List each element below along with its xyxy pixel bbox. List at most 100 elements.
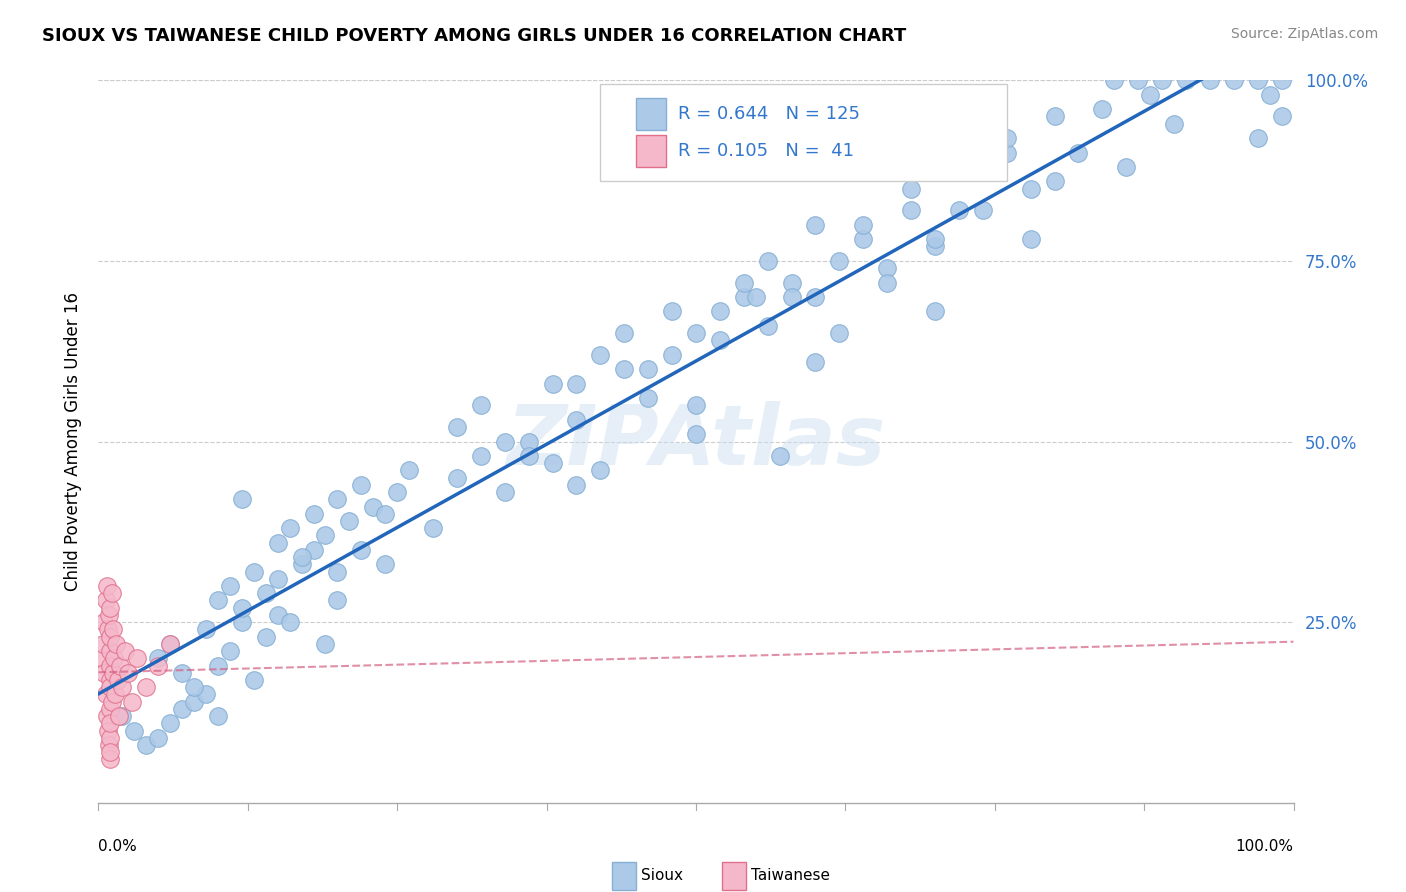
Point	[422, 521, 444, 535]
Point	[243, 673, 266, 687]
Point	[172, 702, 194, 716]
Point	[302, 507, 325, 521]
Point	[98, 680, 122, 694]
Point	[339, 514, 361, 528]
Point	[111, 680, 134, 694]
Point	[278, 615, 301, 630]
Y-axis label: Child Poverty Among Girls Under 16: Child Poverty Among Girls Under 16	[63, 292, 82, 591]
Point	[589, 463, 612, 477]
Point	[1163, 117, 1185, 131]
Text: R = 0.644   N = 125: R = 0.644 N = 125	[678, 105, 860, 123]
Point	[948, 160, 970, 174]
Text: 0.0%: 0.0%	[98, 838, 138, 854]
Point	[709, 304, 731, 318]
Point	[780, 290, 803, 304]
FancyBboxPatch shape	[723, 862, 747, 889]
Point	[219, 644, 242, 658]
Point	[924, 304, 946, 318]
Point	[107, 673, 129, 687]
Point	[828, 253, 851, 268]
Point	[111, 709, 134, 723]
Point	[1115, 160, 1137, 174]
Point	[183, 695, 205, 709]
Point	[195, 687, 218, 701]
Point	[278, 521, 301, 535]
Point	[94, 687, 117, 701]
Point	[804, 290, 827, 304]
Point	[565, 413, 588, 427]
Point	[517, 434, 540, 449]
Point	[1247, 73, 1270, 87]
Point	[97, 723, 120, 738]
Point	[148, 658, 170, 673]
Point	[876, 261, 898, 276]
Point	[661, 304, 683, 318]
Point	[1043, 110, 1066, 124]
Point	[613, 326, 636, 340]
Point	[98, 600, 122, 615]
Point	[103, 651, 125, 665]
Point	[207, 709, 229, 723]
FancyBboxPatch shape	[613, 862, 637, 889]
Point	[398, 463, 420, 477]
Point	[101, 623, 124, 637]
Point	[1152, 73, 1174, 87]
Point	[1128, 73, 1150, 87]
Point	[565, 478, 588, 492]
Point	[541, 376, 564, 391]
Point	[91, 637, 114, 651]
FancyBboxPatch shape	[637, 135, 666, 167]
Point	[105, 637, 128, 651]
Point	[104, 687, 127, 701]
Point	[470, 398, 492, 412]
Point	[374, 507, 396, 521]
Point	[1271, 110, 1294, 124]
Point	[1258, 87, 1281, 102]
Point	[1223, 73, 1246, 87]
Point	[804, 218, 827, 232]
Point	[470, 449, 492, 463]
Point	[828, 326, 851, 340]
Point	[350, 542, 373, 557]
Point	[98, 607, 121, 622]
Point	[1019, 232, 1042, 246]
Point	[745, 290, 768, 304]
Point	[100, 695, 122, 709]
Text: SIOUX VS TAIWANESE CHILD POVERTY AMONG GIRLS UNDER 16 CORRELATION CHART: SIOUX VS TAIWANESE CHILD POVERTY AMONG G…	[42, 27, 907, 45]
Point	[219, 579, 242, 593]
Point	[685, 326, 707, 340]
Point	[93, 665, 115, 680]
Point	[374, 558, 396, 572]
Point	[159, 716, 181, 731]
Point	[1199, 73, 1222, 87]
FancyBboxPatch shape	[600, 84, 1007, 181]
Point	[733, 290, 755, 304]
Point	[350, 478, 373, 492]
Point	[709, 334, 731, 348]
Point	[183, 680, 205, 694]
Point	[661, 348, 683, 362]
Point	[326, 492, 349, 507]
Point	[98, 673, 122, 687]
Point	[1271, 73, 1294, 87]
Point	[207, 658, 229, 673]
Point	[589, 348, 612, 362]
Point	[231, 615, 253, 630]
Point	[995, 131, 1018, 145]
Point	[93, 615, 115, 630]
Point	[125, 651, 148, 665]
Point	[494, 434, 516, 449]
Text: Source: ZipAtlas.com: Source: ZipAtlas.com	[1230, 27, 1378, 41]
Point	[446, 420, 468, 434]
Point	[780, 276, 803, 290]
Point	[96, 579, 118, 593]
Point	[135, 738, 157, 752]
FancyBboxPatch shape	[637, 98, 666, 130]
Point	[159, 637, 181, 651]
Point	[685, 427, 707, 442]
Point	[541, 456, 564, 470]
Point	[243, 565, 266, 579]
Point	[768, 449, 790, 463]
Point	[107, 709, 129, 723]
Point	[972, 203, 994, 218]
